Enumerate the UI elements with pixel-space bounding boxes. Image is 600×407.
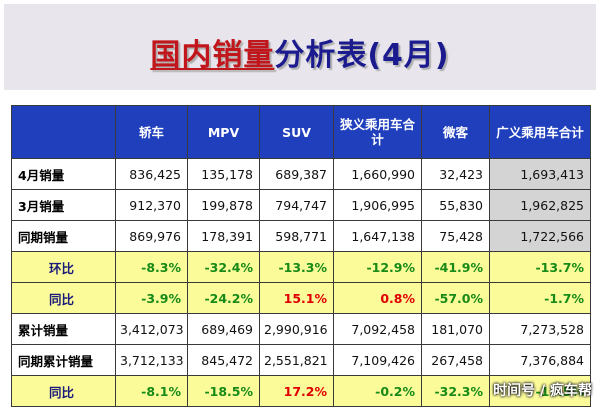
- header-cell-minivan: 微客: [421, 105, 490, 159]
- table-cell: 135,178: [187, 158, 260, 190]
- table-cell: -57.0%: [421, 282, 490, 314]
- table-cell: -32.3%: [421, 375, 490, 407]
- header-cell-sedan: 轿车: [115, 105, 188, 159]
- table-cell: 3,712,133: [115, 344, 188, 376]
- row-label: 同比: [11, 375, 116, 407]
- table-row: 4月销量 836,425 135,178 689,387 1,660,990 3…: [11, 158, 591, 190]
- table-cell: 7,273,528: [489, 313, 591, 345]
- table-cell: -0.2%: [333, 375, 422, 407]
- row-label: 4月销量: [11, 158, 116, 190]
- table-cell: 1,722,566: [489, 220, 591, 252]
- row-label: 同比: [11, 282, 116, 314]
- row-label: 累计销量: [11, 313, 116, 345]
- table-cell: 7,109,426: [333, 344, 422, 376]
- table-cell: -32.4%: [187, 251, 260, 283]
- table-cell: -12.9%: [333, 251, 422, 283]
- table-cell: 3,412,073: [115, 313, 188, 345]
- table-cell: 178,391: [187, 220, 260, 252]
- table-row: 累计销量 3,412,073 689,469 2,990,916 7,092,4…: [11, 313, 591, 345]
- table-row: 同期累计销量 3,712,133 845,472 2,551,821 7,109…: [11, 344, 591, 376]
- table-header-row: 轿车 MPV SUV 狭义乘用车合计 微客 广义乘用车合计: [11, 105, 591, 159]
- table-cell: -18.5%: [187, 375, 260, 407]
- table-cell: 845,472: [187, 344, 260, 376]
- table-cell: 15.1%: [259, 282, 334, 314]
- row-label: 3月销量: [11, 189, 116, 221]
- table-cell: 1,647,138: [333, 220, 422, 252]
- table-cell: 689,469: [187, 313, 260, 345]
- table-cell: -13.3%: [259, 251, 334, 283]
- table-cell: 1,693,413: [489, 158, 591, 190]
- table-cell: 869,976: [115, 220, 188, 252]
- table-cell: 598,771: [259, 220, 334, 252]
- header-cell-narrow-total: 狭义乘用车合计: [333, 105, 422, 159]
- table-cell: 836,425: [115, 158, 188, 190]
- title-banner: 国内销量分析表(4月): [4, 4, 596, 90]
- table-cell: 17.2%: [259, 375, 334, 407]
- table-cell: 199,878: [187, 189, 260, 221]
- table-cell: -3.9%: [115, 282, 188, 314]
- table-row: 3月销量 912,370 199,878 794,747 1,906,995 5…: [11, 189, 591, 221]
- table-cell: 181,070: [421, 313, 490, 345]
- table-cell: -41.9%: [421, 251, 490, 283]
- watermark: 时间号 / 疯车帮: [493, 383, 592, 399]
- table-row: 环比 -8.3% -32.4% -13.3% -12.9% -41.9% -13…: [11, 251, 591, 283]
- sales-table: 轿车 MPV SUV 狭义乘用车合计 微客 广义乘用车合计 4月销量 836,4…: [11, 105, 591, 407]
- title-part-rest: 分析表(4月): [274, 38, 450, 73]
- header-cell-suv: SUV: [259, 105, 334, 159]
- table-cell: 912,370: [115, 189, 188, 221]
- header-cell-broad-total: 广义乘用车合计: [489, 105, 591, 159]
- table-cell: 1,962,825: [489, 189, 591, 221]
- table-cell: -1.7%: [489, 282, 591, 314]
- table-row: 同比 -8.1% -18.5% 17.2% -0.2% -32.3% -13.5…: [11, 375, 591, 407]
- table-cell: 7,092,458: [333, 313, 422, 345]
- table-row: 同期销量 869,976 178,391 598,771 1,647,138 7…: [11, 220, 591, 252]
- table-cell: 55,830: [421, 189, 490, 221]
- table-cell: 2,551,821: [259, 344, 334, 376]
- header-cell-corner: [11, 105, 116, 159]
- table-cell: -13.7%: [489, 251, 591, 283]
- table-row: 同比 -3.9% -24.2% 15.1% 0.8% -57.0% -1.7%: [11, 282, 591, 314]
- table-cell: -8.1%: [115, 375, 188, 407]
- table-cell: 689,387: [259, 158, 334, 190]
- table-cell: 32,423: [421, 158, 490, 190]
- table-cell: 2,990,916: [259, 313, 334, 345]
- table-cell: 267,458: [421, 344, 490, 376]
- table-cell: 1,906,995: [333, 189, 422, 221]
- table-cell: 1,660,990: [333, 158, 422, 190]
- table-cell: -8.3%: [115, 251, 188, 283]
- row-label: 同期销量: [11, 220, 116, 252]
- table-cell: 7,376,884: [489, 344, 591, 376]
- table-cell: 0.8%: [333, 282, 422, 314]
- header-cell-mpv: MPV: [187, 105, 260, 159]
- row-label: 同期累计销量: [11, 344, 116, 376]
- row-label: 环比: [11, 251, 116, 283]
- table-cell: -13.5%: [489, 375, 591, 407]
- table-cell: -24.2%: [187, 282, 260, 314]
- table-cell: 75,428: [421, 220, 490, 252]
- page-title: 国内销量分析表(4月): [4, 36, 596, 76]
- title-part-highlight: 国内销量: [150, 38, 275, 73]
- table-cell: 794,747: [259, 189, 334, 221]
